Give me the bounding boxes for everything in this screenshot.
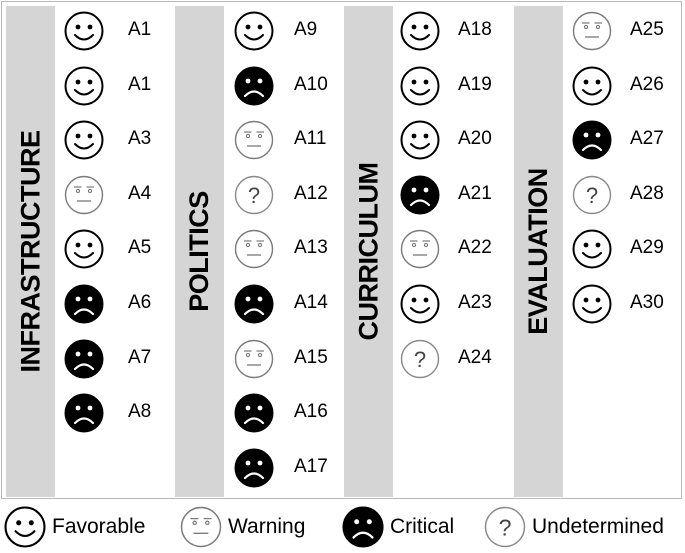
- item-label: A17: [294, 455, 328, 477]
- favorable-face-icon: [64, 11, 104, 51]
- category-label-text: CURRICULUM: [353, 162, 384, 341]
- item-label: A19: [458, 73, 492, 95]
- legend-label: Undetermined: [532, 515, 664, 538]
- warning-face-icon: [234, 120, 274, 160]
- favorable-face-icon: [400, 11, 440, 51]
- critical-face-icon: [572, 120, 612, 160]
- item-label: A24: [458, 346, 492, 368]
- item-label: A28: [630, 182, 664, 204]
- category-band-curriculum: [344, 6, 393, 497]
- item-label: A1: [128, 73, 152, 95]
- item-label: A21: [458, 182, 492, 204]
- item-label: A25: [630, 19, 664, 40]
- item-label: A14: [294, 292, 328, 313]
- legend: Favorable Warning Critical ? Undetermined: [0, 502, 685, 552]
- favorable-face-icon: [64, 120, 104, 160]
- warning-face-icon: [234, 229, 274, 269]
- category-label: CURRICULUM: [344, 6, 393, 497]
- item-label: A9: [294, 19, 318, 40]
- item-label: A18: [458, 19, 492, 40]
- item-label: A26: [630, 73, 664, 95]
- diagram-border: [1, 1, 682, 499]
- undetermined-face-icon: ?: [234, 175, 274, 215]
- item-label: A8: [128, 401, 152, 423]
- item-label: A6: [128, 292, 152, 313]
- item-label: A13: [294, 237, 328, 259]
- favorable-face-icon: [400, 284, 440, 324]
- category-band-infrastructure: [6, 6, 55, 497]
- item-label: A3: [128, 128, 152, 150]
- favorable-face-icon: [400, 66, 440, 106]
- item-label: A1: [128, 19, 152, 40]
- legend-item-critical: Critical: [342, 502, 454, 552]
- legend-label: Warning: [228, 515, 306, 538]
- favorable-face-icon: [572, 229, 612, 269]
- warning-face-icon: [64, 175, 104, 215]
- svg-text:?: ?: [414, 347, 426, 372]
- critical-face-icon: [64, 284, 104, 324]
- critical-face-icon: [64, 393, 104, 433]
- favorable-face-icon: [234, 11, 274, 51]
- item-label: A12: [294, 182, 328, 204]
- category-band-politics: [175, 6, 224, 497]
- warning-face-icon: [572, 11, 612, 51]
- item-label: A23: [458, 292, 492, 313]
- item-label: A7: [128, 346, 152, 368]
- category-label-text: INFRASTRUCTURE: [15, 130, 45, 373]
- undetermined-face-icon: ?: [484, 506, 526, 548]
- legend-item-warning: Warning: [180, 502, 305, 552]
- critical-face-icon: [234, 393, 274, 433]
- category-label: EVALUATION: [514, 6, 563, 497]
- item-label: A30: [630, 292, 664, 313]
- favorable-face-icon: [400, 120, 440, 160]
- favorable-face-icon: [572, 284, 612, 324]
- favorable-face-icon: [64, 229, 104, 269]
- undetermined-face-icon: ?: [572, 175, 612, 215]
- critical-face-icon: [234, 66, 274, 106]
- critical-face-icon: [400, 175, 440, 215]
- item-label: A16: [294, 401, 328, 423]
- legend-item-favorable: Favorable: [4, 502, 145, 552]
- item-label: A29: [630, 237, 664, 259]
- legend-label: Critical: [390, 515, 455, 538]
- warning-face-icon: [234, 339, 274, 379]
- critical-face-icon: [64, 339, 104, 379]
- favorable-face-icon: [572, 66, 612, 106]
- favorable-face-icon: [64, 66, 104, 106]
- category-label: INFRASTRUCTURE: [6, 6, 55, 497]
- svg-text:?: ?: [248, 183, 260, 208]
- category-band-evaluation: [514, 6, 563, 497]
- critical-face-icon: [234, 448, 274, 488]
- category-label-text: POLITICS: [184, 191, 215, 312]
- item-label: A27: [630, 128, 664, 150]
- item-label: A20: [458, 128, 492, 150]
- svg-text:?: ?: [499, 514, 512, 540]
- category-label-text: EVALUATION: [523, 168, 553, 335]
- undetermined-face-icon: ?: [400, 339, 440, 379]
- svg-text:?: ?: [586, 183, 598, 208]
- item-label: A22: [458, 237, 492, 259]
- item-label: A10: [294, 73, 328, 95]
- legend-item-undetermined: ? Undetermined: [484, 502, 664, 552]
- critical-face-icon: [234, 284, 274, 324]
- critical-face-icon: [342, 506, 384, 548]
- warning-face-icon: [180, 506, 222, 548]
- warning-face-icon: [400, 229, 440, 269]
- item-label: A15: [294, 346, 328, 368]
- favorable-face-icon: [4, 506, 46, 548]
- legend-label: Favorable: [52, 515, 146, 538]
- category-label: POLITICS: [175, 6, 224, 497]
- item-label: A5: [128, 237, 152, 259]
- item-label: A4: [128, 182, 152, 204]
- item-label: A11: [294, 128, 327, 150]
